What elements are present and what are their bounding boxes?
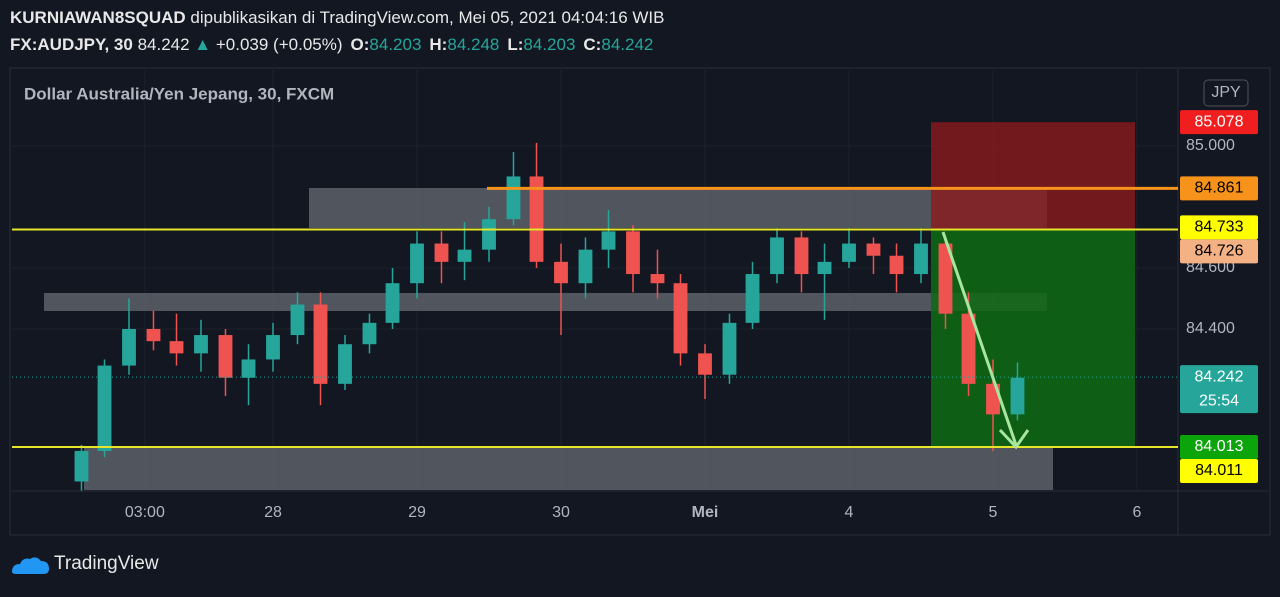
ohlc-label: O: <box>351 35 370 54</box>
candles <box>74 142 1025 491</box>
price-label-box <box>1180 215 1258 240</box>
candle-body <box>122 328 136 366</box>
candle-body <box>578 249 593 284</box>
candle-body <box>97 365 112 451</box>
candle-body <box>529 176 544 262</box>
levels <box>12 186 1178 448</box>
y-tick-label: 85.000 <box>1186 137 1235 154</box>
candle-body <box>866 243 881 256</box>
zone <box>44 293 1047 311</box>
arrow-line <box>941 231 1018 446</box>
author: KURNIAWAN8SQUAD <box>10 8 186 27</box>
x-tick-label: 03:00 <box>125 504 165 521</box>
ohlc: O:84.203 H:84.248 L:84.203 C:84.242 <box>351 35 654 54</box>
candle-body <box>794 237 809 275</box>
y-tick-label: 84.600 <box>1186 259 1235 276</box>
quote-line: FX:AUDJPY, 30 84.242 ▲ +0.039 (+0.05%) O:… <box>10 35 653 54</box>
candle-body <box>290 304 305 336</box>
candle-body <box>698 353 712 375</box>
symbol: FX:AUDJPY, 30 <box>10 35 133 54</box>
price-label-box <box>1180 176 1258 201</box>
zone <box>84 447 1053 490</box>
candle-body <box>938 243 953 314</box>
price-label: 84.726 <box>1195 243 1244 260</box>
candle-body <box>169 341 184 354</box>
price-label: 84.011 <box>1195 462 1243 479</box>
x-tick-label: 29 <box>408 504 426 521</box>
x-tick-label: 30 <box>552 504 570 521</box>
candle-body <box>434 243 449 262</box>
candle-body <box>74 450 89 482</box>
candle-body <box>842 243 856 262</box>
currency: JPY <box>1211 84 1241 101</box>
x-tick-label: 5 <box>989 504 998 521</box>
stop-zone <box>931 122 1135 230</box>
x-tick-label: 28 <box>264 504 282 521</box>
candle-body <box>601 231 616 250</box>
ohlc-label: C: <box>583 35 601 54</box>
price-label-box <box>1180 434 1258 459</box>
axes: 03:00 28 29 30 Mei 4 5 6 85.000 84.600 84.400 85.07… <box>125 110 1258 521</box>
candle-body <box>745 274 760 323</box>
price-label-box <box>1180 110 1258 135</box>
candle-body <box>914 243 928 275</box>
target-zone <box>931 229 1135 447</box>
candle-body <box>889 255 904 275</box>
candle-body <box>770 237 784 275</box>
header-line: KURNIAWAN8SQUAD dipublikasikan di Tradin… <box>10 8 665 27</box>
x-tick-label: Mei <box>692 504 719 521</box>
logo <box>12 557 49 574</box>
candle-body <box>1010 377 1025 415</box>
zone <box>309 188 1047 228</box>
last: 84.242 <box>138 35 190 54</box>
arrow: ▲ <box>194 35 211 54</box>
ohlc-value: 84.248 <box>447 35 499 54</box>
price-label-box <box>1180 458 1258 483</box>
ohlc-value: 84.203 <box>523 35 575 54</box>
candle-body <box>241 359 256 378</box>
candle-body <box>385 283 400 323</box>
price-label: 84.733 <box>1195 219 1244 236</box>
candle-body <box>817 261 832 275</box>
candle-body <box>961 313 976 384</box>
candle-body <box>146 328 161 342</box>
countdown: 25:54 <box>1199 392 1239 409</box>
candle-body <box>673 283 688 354</box>
candle-body <box>410 243 424 284</box>
price-label: 84.242 <box>1195 368 1244 385</box>
candle-body <box>457 249 472 262</box>
candle-body <box>506 176 521 220</box>
ohlc-value: 84.203 <box>369 35 421 54</box>
price-label-box <box>1180 239 1258 264</box>
price-label: 84.013 <box>1195 438 1244 455</box>
candle-body <box>194 335 208 354</box>
brand: TradingView <box>54 553 159 574</box>
chart-title: Dollar Australia/Yen Jepang, 30, FXCM <box>24 84 334 103</box>
change: +0.039 (+0.05%) <box>216 35 343 54</box>
candle-body <box>218 335 233 378</box>
y-tick-label: 84.400 <box>1186 320 1235 337</box>
x-tick-label: 6 <box>1133 504 1142 521</box>
arrow-head <box>998 428 1030 450</box>
candle-body <box>338 344 352 384</box>
published: dipublikasikan di TradingView.com, Mei 0… <box>190 8 664 27</box>
price-label: 84.861 <box>1195 180 1244 197</box>
x-tick-label: 4 <box>845 504 854 521</box>
ohlc-label: H: <box>429 35 447 54</box>
price-label: 85.078 <box>1195 113 1244 130</box>
candle-body <box>554 261 568 284</box>
price-label-box <box>1180 365 1258 414</box>
currency-badge <box>1203 79 1249 107</box>
candle-body <box>626 231 640 275</box>
ohlc-label: L: <box>507 35 523 54</box>
candle-body <box>266 335 280 360</box>
candle-body <box>722 322 737 375</box>
ohlc-value: 84.242 <box>601 35 653 54</box>
candle-body <box>313 304 328 384</box>
candle-body <box>482 219 496 250</box>
candle-body <box>362 322 377 345</box>
candle-body <box>650 274 665 284</box>
